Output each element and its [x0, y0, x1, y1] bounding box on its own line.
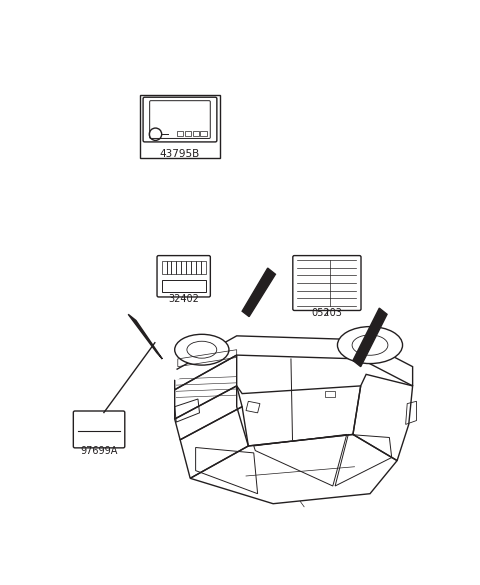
Bar: [196, 261, 201, 274]
Polygon shape: [242, 268, 276, 316]
Polygon shape: [353, 308, 387, 367]
Bar: [201, 131, 206, 136]
Text: 32402: 32402: [168, 294, 199, 304]
Bar: [192, 131, 199, 136]
Bar: [140, 95, 220, 158]
FancyBboxPatch shape: [157, 256, 210, 297]
Polygon shape: [246, 401, 260, 413]
Bar: [191, 261, 196, 274]
Text: 05203: 05203: [312, 308, 343, 318]
Text: 43795B: 43795B: [160, 149, 200, 159]
Bar: [177, 131, 183, 136]
Bar: [171, 261, 176, 274]
Ellipse shape: [175, 334, 229, 365]
Bar: [167, 261, 171, 274]
Text: 97699A: 97699A: [80, 446, 118, 456]
Bar: [162, 261, 167, 274]
FancyBboxPatch shape: [150, 101, 210, 139]
Bar: [181, 261, 186, 274]
FancyBboxPatch shape: [73, 411, 125, 448]
FancyBboxPatch shape: [143, 97, 217, 142]
Bar: [176, 261, 181, 274]
Polygon shape: [128, 314, 162, 359]
Ellipse shape: [337, 326, 403, 363]
Bar: [201, 261, 206, 274]
FancyBboxPatch shape: [293, 256, 361, 311]
Bar: [162, 280, 206, 292]
Bar: [186, 261, 191, 274]
Bar: [185, 131, 191, 136]
